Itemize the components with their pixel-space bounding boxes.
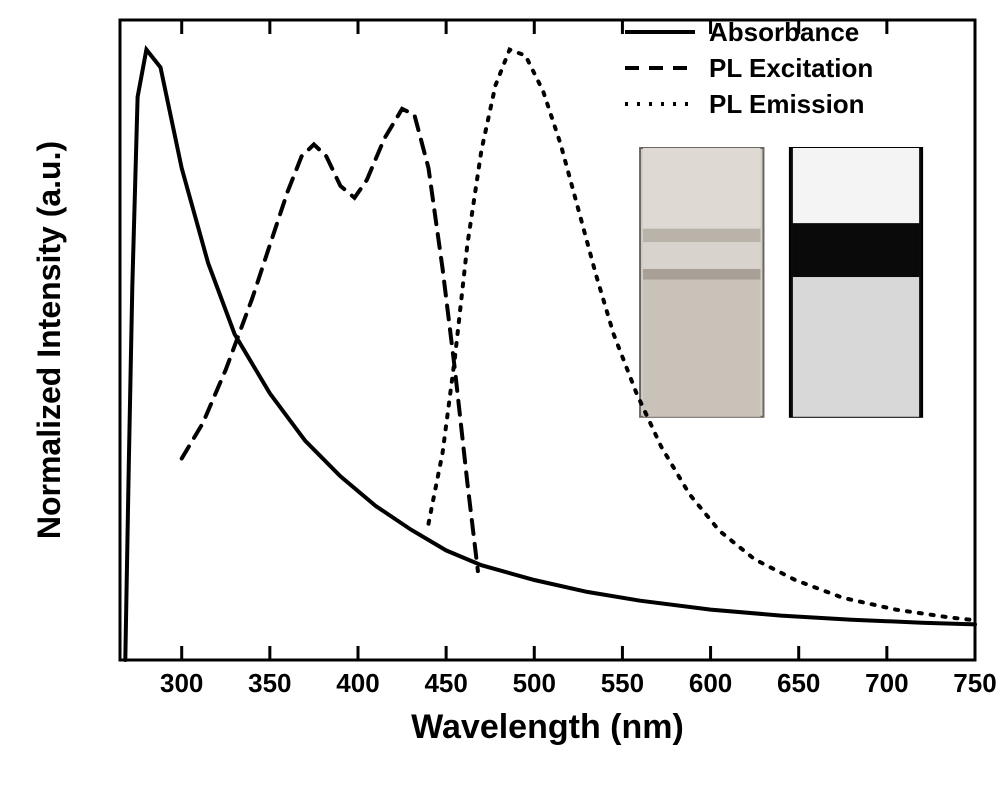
svg-text:450: 450	[424, 668, 467, 698]
legend-label: Absorbance	[709, 17, 859, 47]
legend-label: PL Excitation	[709, 53, 873, 83]
svg-text:600: 600	[689, 668, 732, 698]
svg-text:Normalized Intensity (a.u.): Normalized Intensity (a.u.)	[31, 141, 67, 539]
svg-text:400: 400	[336, 668, 379, 698]
svg-text:700: 700	[865, 668, 908, 698]
svg-text:750: 750	[953, 668, 996, 698]
svg-text:350: 350	[248, 668, 291, 698]
vial-daylight	[640, 148, 763, 417]
chart-svg: 300 350 400 450 500 550 600 650 700 750 Wavelength…	[0, 0, 1000, 788]
svg-text:Wavelength (nm): Wavelength (nm)	[411, 708, 684, 746]
svg-text:550: 550	[601, 668, 644, 698]
vial-uv	[790, 148, 922, 417]
svg-text:650: 650	[777, 668, 820, 698]
legend-label: PL Emission	[709, 89, 865, 119]
spectra-chart: 300 350 400 450 500 550 600 650 700 750 Wavelength…	[0, 0, 1000, 788]
svg-text:500: 500	[513, 668, 556, 698]
svg-text:300: 300	[160, 668, 203, 698]
